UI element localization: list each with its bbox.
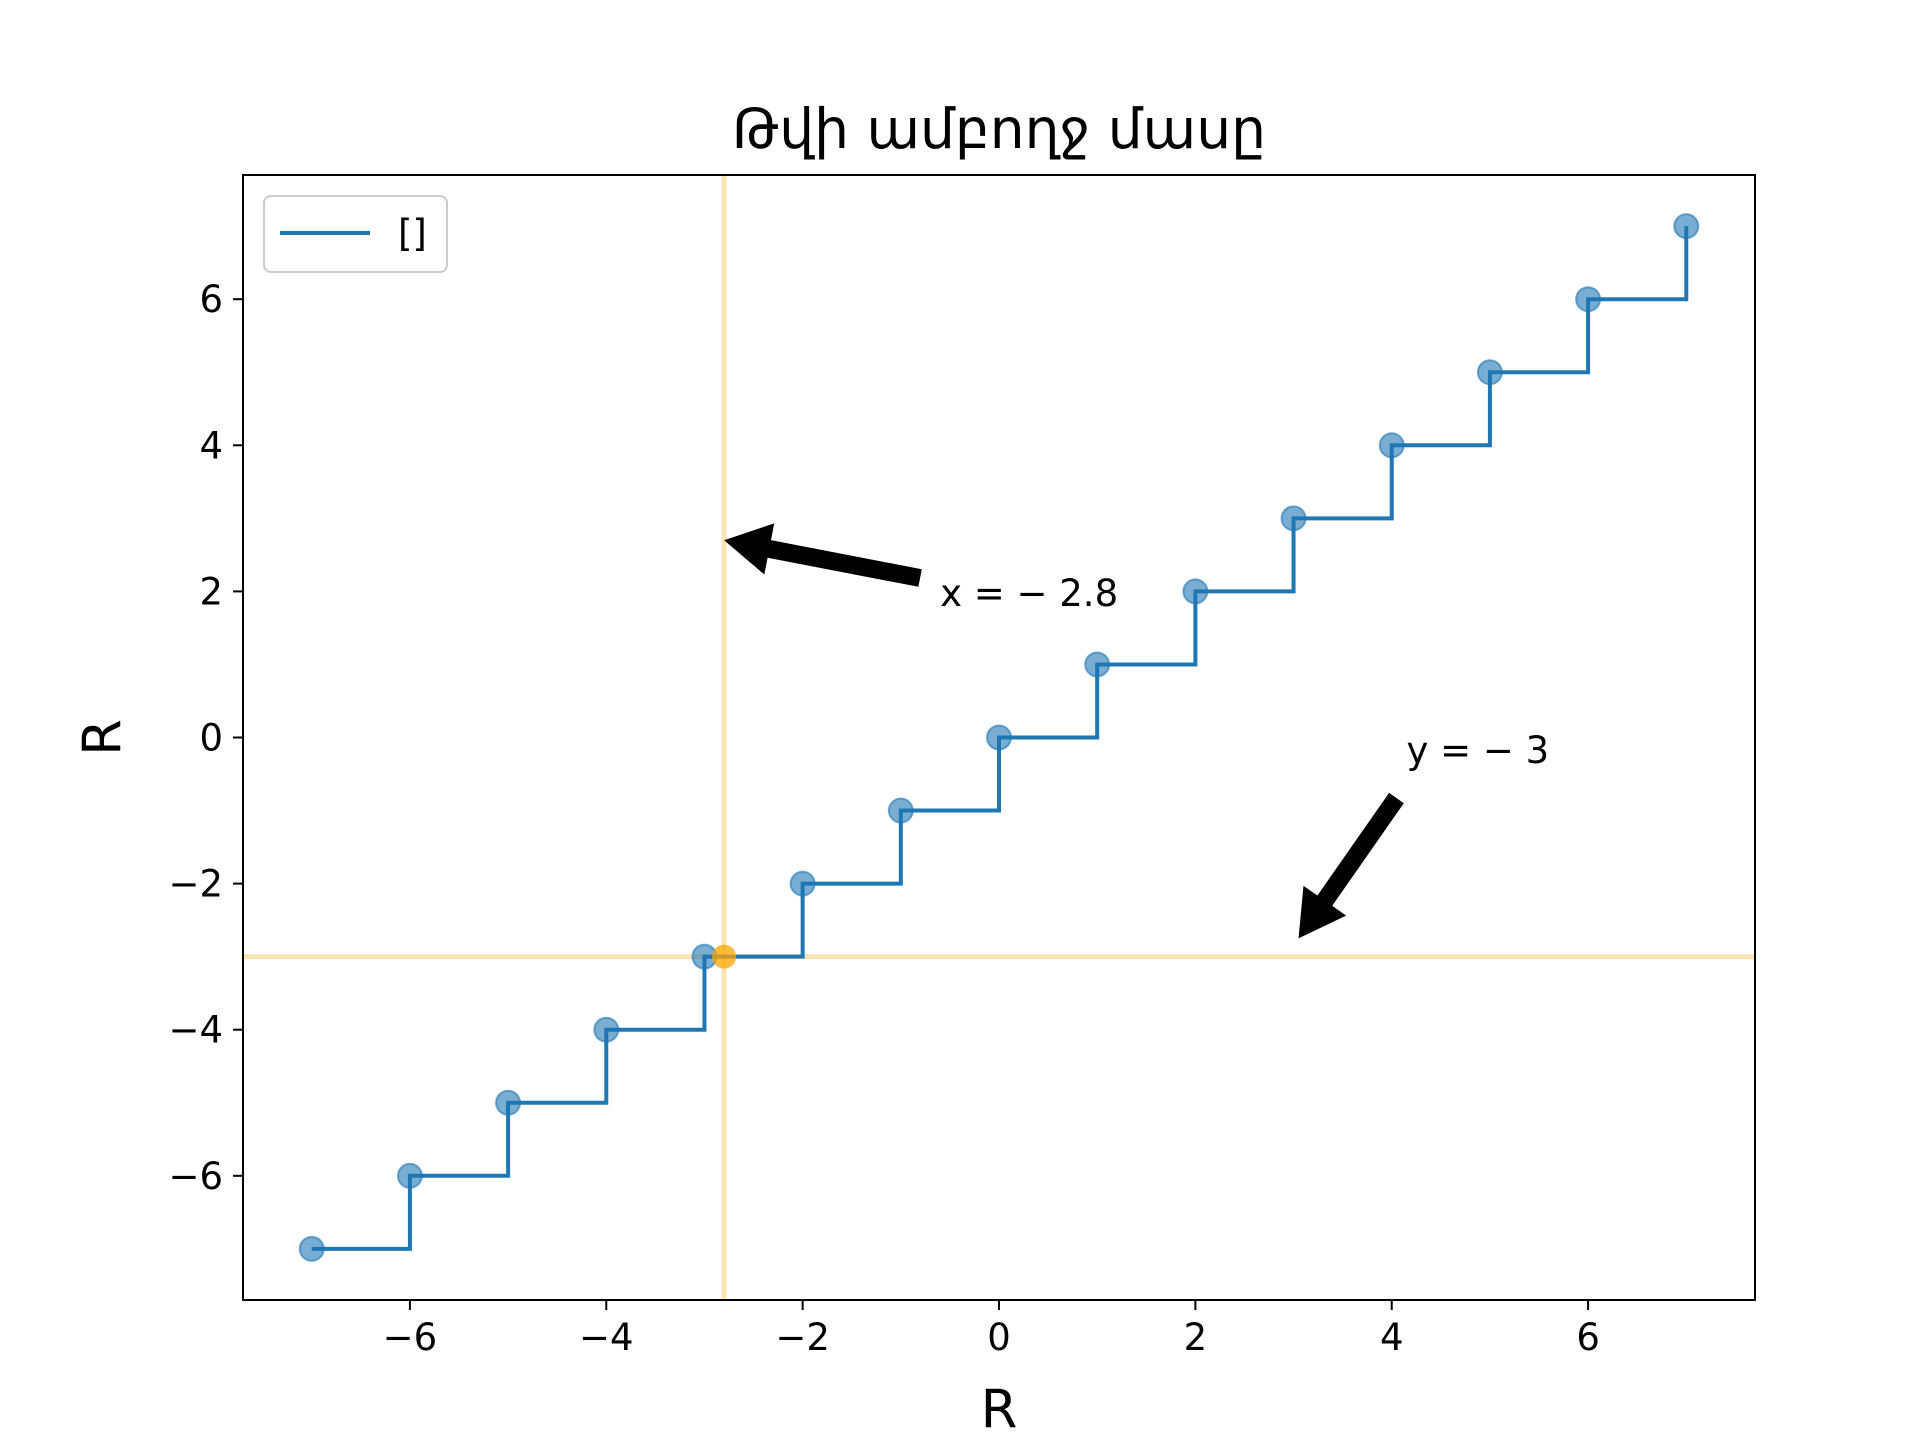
x-tick-label: 6 <box>1576 1316 1600 1359</box>
data-point-marker <box>1673 213 1700 240</box>
highlight-point <box>712 944 737 969</box>
data-point-marker <box>1280 505 1307 532</box>
y-axis-label: R <box>72 719 133 756</box>
y-tick-label: −6 <box>168 1155 223 1198</box>
x-tick-label: 2 <box>1184 1316 1208 1359</box>
x-tick-label: −2 <box>775 1316 830 1359</box>
data-point-marker <box>887 797 914 824</box>
x-axis-label: R <box>981 1379 1018 1440</box>
annotation-text-x: x = − 2.8 <box>940 572 1118 615</box>
annotation-arrow-y <box>1298 792 1404 939</box>
y-tick-label: −2 <box>168 863 223 906</box>
x-tick-label: 4 <box>1380 1316 1404 1359</box>
y-tick-label: 0 <box>199 717 223 760</box>
x-tick-label: −4 <box>579 1316 634 1359</box>
data-point-marker <box>593 1016 620 1043</box>
data-point-marker <box>495 1089 522 1116</box>
data-point-marker <box>986 724 1012 751</box>
legend: [] <box>263 195 448 273</box>
data-point-marker <box>789 870 816 897</box>
annotation-text-y: y = − 3 <box>1406 729 1549 772</box>
data-point-marker <box>1476 359 1503 386</box>
y-tick-label: 4 <box>199 424 223 467</box>
annotation-arrow-x <box>724 523 922 587</box>
y-tick-label: −4 <box>168 1009 223 1052</box>
x-tick-label: −6 <box>383 1316 438 1359</box>
x-tick-label: 0 <box>987 1316 1011 1359</box>
data-point-marker <box>298 1235 325 1262</box>
chart-title: Թվի ամբողջ մասը <box>732 97 1266 161</box>
data-point-marker <box>1378 432 1405 459</box>
data-point-marker <box>1575 286 1602 313</box>
legend-entry: [] <box>398 212 427 255</box>
data-point-marker <box>1182 578 1209 605</box>
y-tick-label: 2 <box>199 570 223 613</box>
y-tick-label: 6 <box>199 278 223 321</box>
data-point-marker <box>396 1162 423 1189</box>
data-point-marker <box>1084 651 1111 678</box>
